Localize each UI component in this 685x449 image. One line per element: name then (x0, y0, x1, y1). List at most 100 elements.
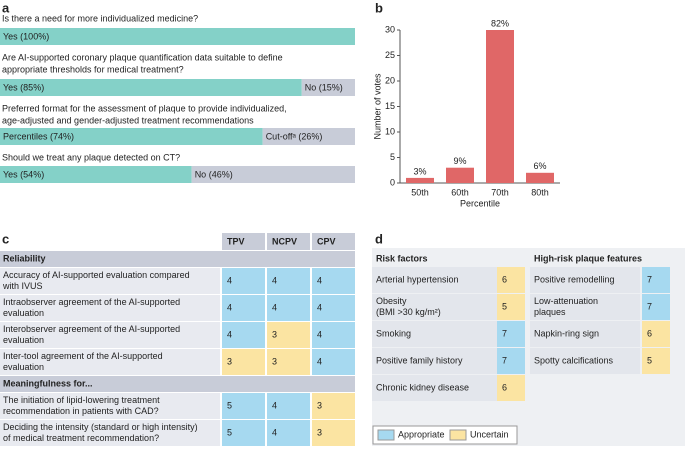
rating: 5 (227, 400, 232, 410)
rating: 5 (227, 427, 232, 437)
row-label-cell (530, 267, 640, 293)
row-label-cell (0, 420, 220, 446)
rating-cell (267, 420, 310, 446)
rating-cell (497, 267, 525, 293)
row-label-cell (372, 348, 497, 374)
row-label: evaluation (3, 335, 44, 345)
y-tick-label: 0 (390, 177, 395, 187)
x-tick-label: 50th (411, 187, 429, 197)
rating-cell (497, 348, 525, 374)
x-axis-title: Percentile (460, 198, 500, 208)
bar (526, 172, 554, 183)
rating-cell (222, 268, 265, 294)
column-header: NCPV (272, 236, 297, 246)
bar-label: 6% (533, 161, 546, 171)
legend-label: Appropriate (398, 429, 445, 439)
rating: 5 (647, 355, 652, 365)
answer-bar (0, 128, 263, 145)
rating: 4 (227, 275, 232, 285)
rating-cell (267, 295, 310, 321)
rating-cell (497, 321, 525, 347)
row-label: Spotty calcifications (534, 355, 614, 365)
row-label: Arterial hypertension (376, 274, 459, 284)
row-label-cell (530, 321, 640, 347)
row-label: Inter-tool agreement of the AI-supported (3, 351, 163, 361)
bar-label: 82% (491, 18, 509, 28)
rating-cell (312, 393, 355, 419)
answer-label: Yes (100%) (3, 31, 49, 41)
rating-cell (312, 420, 355, 446)
bar (406, 177, 434, 183)
header-cell (222, 233, 265, 250)
rating: 6 (502, 382, 507, 392)
table-title: High-risk plaque features (534, 253, 642, 263)
rating-cell (642, 348, 670, 374)
answer-bar (0, 79, 302, 96)
rating: 4 (227, 329, 232, 339)
row-label: evaluation (3, 308, 44, 318)
rating: 7 (647, 274, 652, 284)
row-label: plaques (534, 307, 566, 317)
rating: 3 (272, 356, 277, 366)
row-label: Napkin-ring sign (534, 328, 599, 338)
row-label-cell (372, 294, 497, 320)
table-title: Risk factors (376, 253, 428, 263)
rating: 6 (502, 274, 507, 284)
panel-label: b (375, 0, 383, 15)
rating: 6 (647, 328, 652, 338)
x-tick-label: 80th (531, 187, 549, 197)
answer-label: No (46%) (195, 169, 233, 179)
answer-label: Yes (85%) (3, 82, 44, 92)
rating: 4 (317, 302, 322, 312)
rating-cell (312, 349, 355, 375)
rating-cell (222, 295, 265, 321)
rating-cell (497, 375, 525, 401)
column-header: TPV (227, 236, 245, 246)
rating-cell (267, 349, 310, 375)
y-tick-label: 10 (385, 126, 395, 136)
panel-label: d (375, 231, 383, 246)
y-tick-label: 30 (385, 24, 395, 34)
answer-label: No (15%) (305, 82, 343, 92)
y-tick-label: 15 (385, 101, 395, 111)
x-tick-label: 60th (451, 187, 469, 197)
y-tick-label: 5 (390, 152, 395, 162)
question-text: appropriate thresholds for medical treat… (2, 64, 184, 74)
row-label: Obesity (376, 296, 407, 306)
header-cell (312, 233, 355, 250)
bar-label: 9% (453, 156, 466, 166)
rating: 3 (272, 329, 277, 339)
rating-cell (267, 268, 310, 294)
legend-label: Uncertain (470, 429, 509, 439)
answer-bar (0, 28, 355, 45)
bar-label: 3% (413, 166, 426, 176)
panel-label: a (2, 0, 10, 15)
row-label-cell (0, 295, 220, 321)
row-label-cell (0, 322, 220, 348)
rating-cell (642, 321, 670, 347)
answer-bar (262, 128, 355, 145)
rating: 4 (272, 427, 277, 437)
rating: 4 (317, 356, 322, 366)
row-label-cell (530, 294, 640, 320)
section-row (0, 376, 355, 392)
section-title: Reliability (3, 253, 46, 263)
row-label-cell (0, 268, 220, 294)
row-label: recommendation in patients with CAD? (3, 406, 159, 416)
row-label-cell (372, 375, 497, 401)
rating-cell (312, 322, 355, 348)
row-label: Accuracy of AI-supported evaluation comp… (3, 270, 190, 280)
question-text: Preferred format for the assessment of p… (2, 103, 287, 113)
rating-cell (222, 420, 265, 446)
rating-cell (642, 294, 670, 320)
bar (486, 30, 514, 183)
rating: 4 (317, 329, 322, 339)
section-title: Meaningfulness for... (3, 378, 93, 388)
answer-label: Percentiles (74%) (3, 131, 74, 141)
question-text: Should we treat any plaque detected on C… (2, 152, 180, 162)
rating: 3 (317, 400, 322, 410)
rating-cell (267, 393, 310, 419)
rating: 7 (647, 301, 652, 311)
row-label-cell (372, 267, 497, 293)
row-label: Low-attenuation (534, 296, 598, 306)
